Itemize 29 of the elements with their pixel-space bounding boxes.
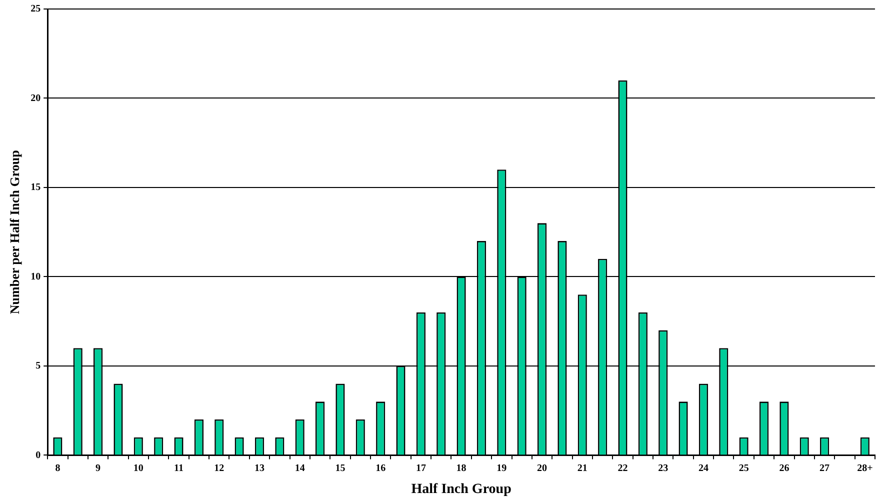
x-tick-label: 18 bbox=[456, 462, 466, 474]
x-tick-label: 11 bbox=[174, 462, 184, 474]
y-tick-label: 20 bbox=[30, 92, 41, 104]
x-tick-label: 12 bbox=[214, 462, 224, 474]
x-tick-label: 9 bbox=[96, 462, 101, 474]
y-tick-label: 25 bbox=[30, 4, 41, 15]
y-tick-label: 15 bbox=[30, 182, 41, 194]
x-tick-label: 16 bbox=[376, 462, 386, 474]
x-tick-label: 10 bbox=[133, 462, 144, 474]
x-tick-label: 24 bbox=[698, 462, 708, 474]
x-tick-label: 25 bbox=[738, 462, 749, 474]
x-axis-title: Half Inch Group bbox=[411, 482, 512, 498]
y-tick-label: 10 bbox=[30, 271, 41, 282]
x-tick-label: 15 bbox=[335, 462, 346, 474]
x-tick-label: 27 bbox=[820, 462, 830, 474]
x-tick-label: 8 bbox=[55, 462, 60, 474]
y-axis-title: Number per Half Inch Group bbox=[7, 150, 22, 314]
x-tick-label: 17 bbox=[416, 462, 426, 474]
x-tick-label: 22 bbox=[618, 462, 628, 474]
x-tick-label: 23 bbox=[658, 462, 668, 474]
x-tick-label: 21 bbox=[577, 462, 588, 474]
x-tick-label: 26 bbox=[779, 462, 790, 474]
y-tick-label: 5 bbox=[36, 360, 41, 372]
x-tick-label: 19 bbox=[496, 462, 507, 474]
x-tick-label: 13 bbox=[254, 462, 264, 474]
x-tick-label: 28+ bbox=[857, 462, 874, 474]
y-tick-label: 0 bbox=[36, 450, 41, 461]
x-tick-label: 20 bbox=[537, 462, 548, 474]
x-tick-label: 14 bbox=[294, 462, 305, 474]
